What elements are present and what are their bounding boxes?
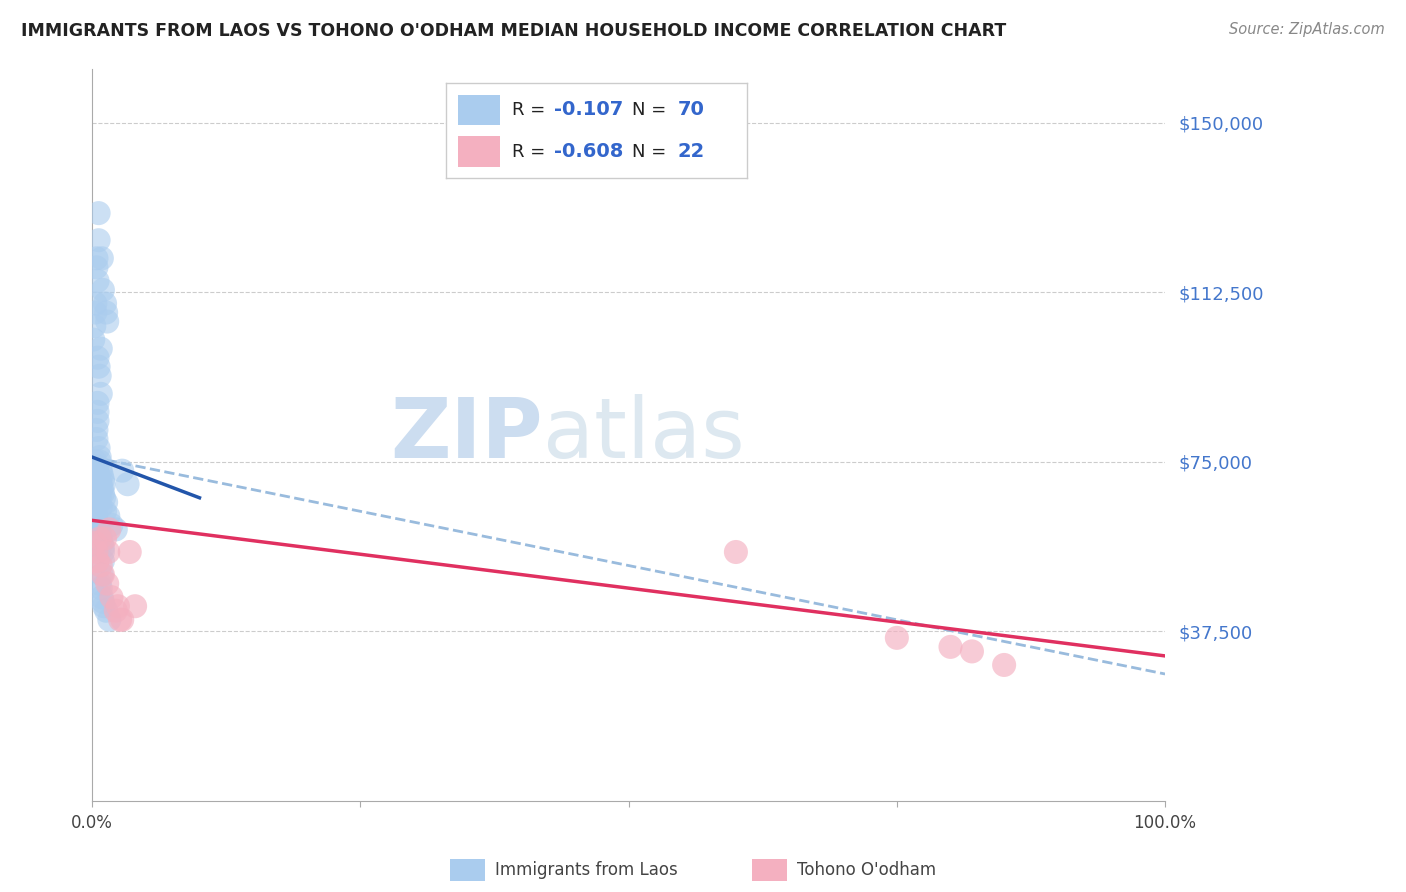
Point bbox=[86, 545, 108, 559]
Point bbox=[86, 396, 108, 410]
Point bbox=[86, 252, 108, 266]
Point bbox=[94, 504, 117, 518]
Point bbox=[91, 486, 114, 500]
Point bbox=[104, 604, 127, 618]
Point bbox=[86, 260, 108, 275]
Point bbox=[90, 581, 112, 595]
Point bbox=[89, 576, 111, 591]
Point bbox=[94, 305, 117, 319]
Point bbox=[111, 464, 134, 478]
Point bbox=[124, 599, 146, 614]
Point bbox=[94, 604, 117, 618]
Point bbox=[96, 314, 118, 328]
Text: ZIP: ZIP bbox=[391, 394, 543, 475]
Point bbox=[91, 283, 114, 297]
Point bbox=[86, 517, 108, 532]
Point bbox=[84, 305, 107, 319]
Point bbox=[90, 482, 112, 496]
Point bbox=[90, 252, 112, 266]
Point bbox=[91, 595, 114, 609]
Point bbox=[84, 536, 107, 550]
Point bbox=[91, 554, 114, 568]
Point bbox=[90, 558, 112, 573]
Point bbox=[87, 206, 110, 220]
Text: IMMIGRANTS FROM LAOS VS TOHONO O'ODHAM MEDIAN HOUSEHOLD INCOME CORRELATION CHART: IMMIGRANTS FROM LAOS VS TOHONO O'ODHAM M… bbox=[21, 22, 1007, 40]
Point bbox=[86, 351, 108, 365]
Point bbox=[89, 491, 111, 505]
Point bbox=[96, 576, 118, 591]
Point bbox=[87, 441, 110, 455]
Point bbox=[87, 233, 110, 247]
Point bbox=[89, 450, 111, 464]
Point bbox=[82, 333, 104, 347]
Point bbox=[91, 567, 114, 582]
Point bbox=[939, 640, 962, 654]
Point bbox=[86, 464, 108, 478]
Point bbox=[100, 517, 122, 532]
Point bbox=[91, 473, 114, 487]
Point bbox=[108, 613, 131, 627]
Point bbox=[89, 455, 111, 469]
Point bbox=[84, 508, 107, 523]
Point bbox=[117, 477, 139, 491]
Point bbox=[98, 613, 121, 627]
Point bbox=[86, 459, 108, 474]
Point bbox=[89, 473, 111, 487]
Point bbox=[86, 405, 108, 419]
Point bbox=[90, 590, 112, 604]
Point bbox=[993, 657, 1015, 672]
Point bbox=[94, 296, 117, 310]
Point bbox=[94, 495, 117, 509]
Point bbox=[90, 468, 112, 483]
Point bbox=[90, 342, 112, 356]
Point bbox=[107, 599, 129, 614]
Point bbox=[89, 532, 111, 546]
Point bbox=[89, 368, 111, 383]
Point bbox=[90, 464, 112, 478]
Point bbox=[86, 274, 108, 288]
Text: Source: ZipAtlas.com: Source: ZipAtlas.com bbox=[1229, 22, 1385, 37]
Point bbox=[111, 613, 134, 627]
Point bbox=[90, 500, 112, 514]
Point bbox=[886, 631, 908, 645]
Point bbox=[97, 545, 120, 559]
Point bbox=[91, 545, 114, 559]
Point bbox=[86, 414, 108, 428]
Point bbox=[86, 432, 108, 446]
Point bbox=[90, 477, 112, 491]
Point bbox=[84, 504, 107, 518]
Point bbox=[86, 513, 108, 527]
Point bbox=[93, 477, 115, 491]
Point bbox=[97, 508, 120, 523]
Point bbox=[724, 545, 747, 559]
Point bbox=[84, 500, 107, 514]
Point bbox=[83, 319, 105, 334]
Text: Tohono O'odham: Tohono O'odham bbox=[797, 861, 936, 879]
Point bbox=[118, 545, 141, 559]
Point bbox=[87, 486, 110, 500]
Point bbox=[91, 541, 114, 555]
Point bbox=[90, 387, 112, 401]
Point bbox=[87, 468, 110, 483]
Point bbox=[98, 523, 121, 537]
Point bbox=[104, 523, 127, 537]
Point bbox=[90, 536, 112, 550]
Point bbox=[86, 554, 108, 568]
Point bbox=[90, 567, 112, 582]
Point bbox=[960, 644, 983, 658]
Point bbox=[89, 527, 111, 541]
Point bbox=[84, 455, 107, 469]
Point bbox=[90, 532, 112, 546]
Point bbox=[94, 532, 117, 546]
Point bbox=[87, 523, 110, 537]
Point bbox=[93, 491, 115, 505]
Point bbox=[87, 359, 110, 374]
Point bbox=[84, 296, 107, 310]
Point bbox=[93, 599, 115, 614]
Text: Immigrants from Laos: Immigrants from Laos bbox=[495, 861, 678, 879]
Point bbox=[100, 590, 122, 604]
Point bbox=[86, 423, 108, 437]
Text: atlas: atlas bbox=[543, 394, 745, 475]
